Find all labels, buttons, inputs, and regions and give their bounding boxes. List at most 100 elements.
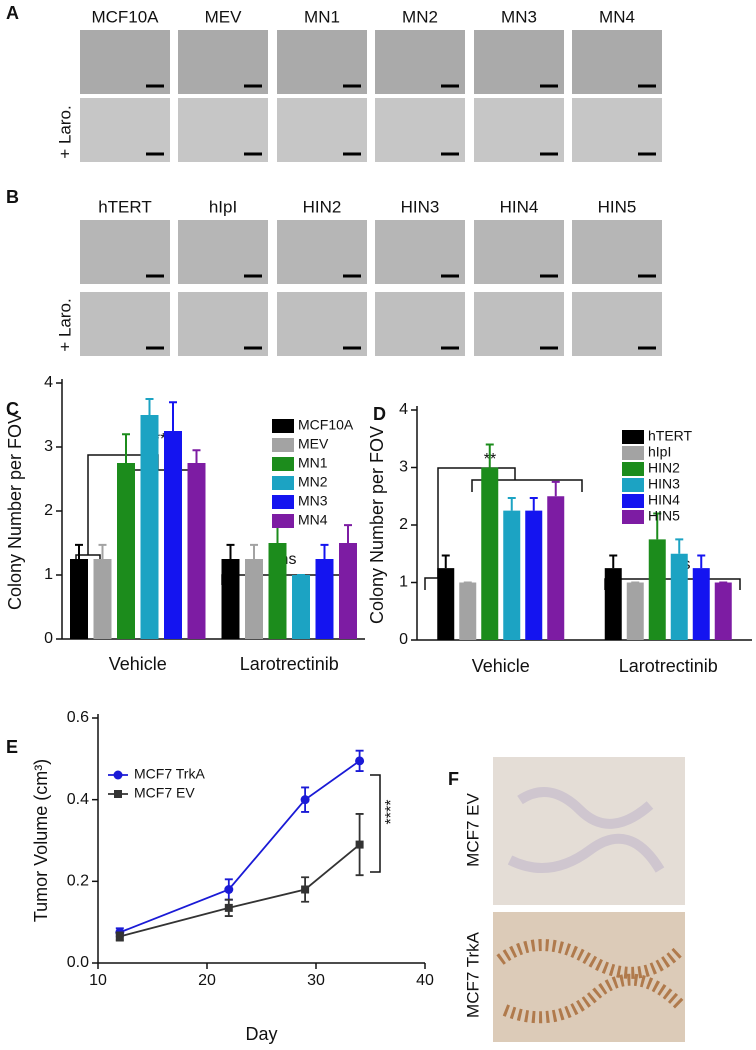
legend-swatch — [272, 419, 294, 433]
marker — [115, 932, 124, 941]
legend-swatch — [272, 495, 294, 509]
legend-label: MN2 — [298, 474, 328, 490]
legend-label: HIN5 — [648, 508, 680, 524]
micrograph — [474, 98, 564, 162]
micrograph — [493, 757, 685, 905]
error-bar — [675, 538, 684, 554]
legend-label: hIpI — [648, 444, 671, 460]
column-label: hIpI — [209, 197, 237, 216]
micrograph — [80, 220, 170, 284]
column-label: MN4 — [599, 7, 635, 26]
annotation: **** — [383, 800, 400, 825]
marker — [355, 840, 364, 849]
micrograph — [375, 292, 465, 356]
panel-label: A — [6, 3, 19, 23]
micrograph — [474, 292, 564, 356]
row-label: + Laro. — [55, 298, 74, 351]
legend-swatch — [622, 494, 644, 508]
legend-label: MEV — [298, 436, 329, 452]
panel-label: F — [448, 769, 459, 789]
error-bar — [441, 554, 450, 569]
micrograph — [277, 30, 367, 94]
bar — [187, 463, 206, 639]
bar — [339, 543, 357, 639]
y-axis-label: Tumor Volume (cm³) — [31, 759, 51, 922]
bar — [292, 575, 310, 639]
micrograph — [375, 30, 465, 94]
y-tick-label: 0.2 — [67, 873, 89, 890]
bar — [140, 415, 159, 639]
error-bar — [226, 543, 235, 559]
micrograph — [572, 220, 662, 284]
panel-label: C — [6, 399, 19, 419]
legend-swatch — [622, 430, 644, 444]
micrograph — [572, 30, 662, 94]
marker — [355, 756, 365, 766]
y-tick-label: 2 — [399, 516, 408, 533]
error-bar — [609, 554, 618, 569]
bar — [626, 582, 644, 640]
texture — [507, 787, 665, 873]
column-label: HIN5 — [598, 197, 637, 216]
x-tick-label: 40 — [416, 972, 434, 989]
bar — [648, 539, 666, 640]
x-tick-label: 20 — [198, 972, 216, 989]
error-bar — [529, 496, 538, 511]
micrograph — [80, 30, 170, 94]
legend-swatch — [622, 446, 644, 460]
micrograph — [572, 292, 662, 356]
y-tick-label: 0.0 — [67, 954, 89, 971]
row-label: MCF7 EV — [463, 793, 482, 867]
micrograph — [474, 220, 564, 284]
micrograph — [178, 220, 268, 284]
column-label: HIN3 — [401, 197, 440, 216]
line — [119, 843, 361, 938]
error-bar — [320, 543, 329, 559]
micrograph — [277, 98, 367, 162]
legend-label: HIN2 — [648, 460, 680, 476]
micrograph — [178, 98, 268, 162]
y-tick-label: 3 — [399, 459, 408, 476]
column-label: MN1 — [304, 7, 340, 26]
bar — [315, 559, 334, 639]
bar — [604, 568, 622, 640]
x-tick-label: Larotrectinib — [619, 656, 718, 676]
y-axis-label: Colony Number per FOV — [367, 426, 387, 624]
column-label: MN2 — [402, 7, 438, 26]
error-bar — [98, 543, 107, 559]
x-tick-label: 10 — [89, 972, 107, 989]
micrograph — [178, 30, 268, 94]
column-label: HIN4 — [500, 197, 539, 216]
x-tick-label: Larotrectinib — [240, 654, 339, 674]
legend-swatch — [272, 457, 294, 471]
micrograph — [474, 30, 564, 94]
error-bar — [169, 401, 177, 431]
error-bar — [122, 433, 130, 463]
bar — [481, 467, 499, 640]
legend-label: MCF7 EV — [134, 785, 195, 801]
x-tick-label: Vehicle — [472, 656, 530, 676]
bar — [164, 431, 182, 639]
micrograph — [277, 292, 367, 356]
bar — [670, 553, 688, 640]
bar — [459, 582, 477, 640]
legend-label: HIN4 — [648, 492, 680, 508]
bracket — [370, 774, 381, 873]
panel-label: D — [373, 404, 386, 424]
legend-label: hTERT — [648, 428, 693, 444]
marker — [224, 903, 233, 912]
column-label: hTERT — [98, 197, 152, 216]
legend-label: HIN3 — [648, 476, 680, 492]
error-bar — [145, 398, 154, 415]
line — [119, 760, 361, 934]
micrograph — [375, 98, 465, 162]
y-tick-label: 0.6 — [67, 709, 89, 726]
bar — [70, 559, 88, 639]
y-tick-label: 4 — [44, 374, 53, 391]
error-bar — [344, 524, 352, 543]
legend-label: MCF10A — [298, 417, 354, 433]
error-bar — [485, 443, 494, 468]
legend-swatch — [272, 514, 294, 528]
micrograph — [572, 98, 662, 162]
